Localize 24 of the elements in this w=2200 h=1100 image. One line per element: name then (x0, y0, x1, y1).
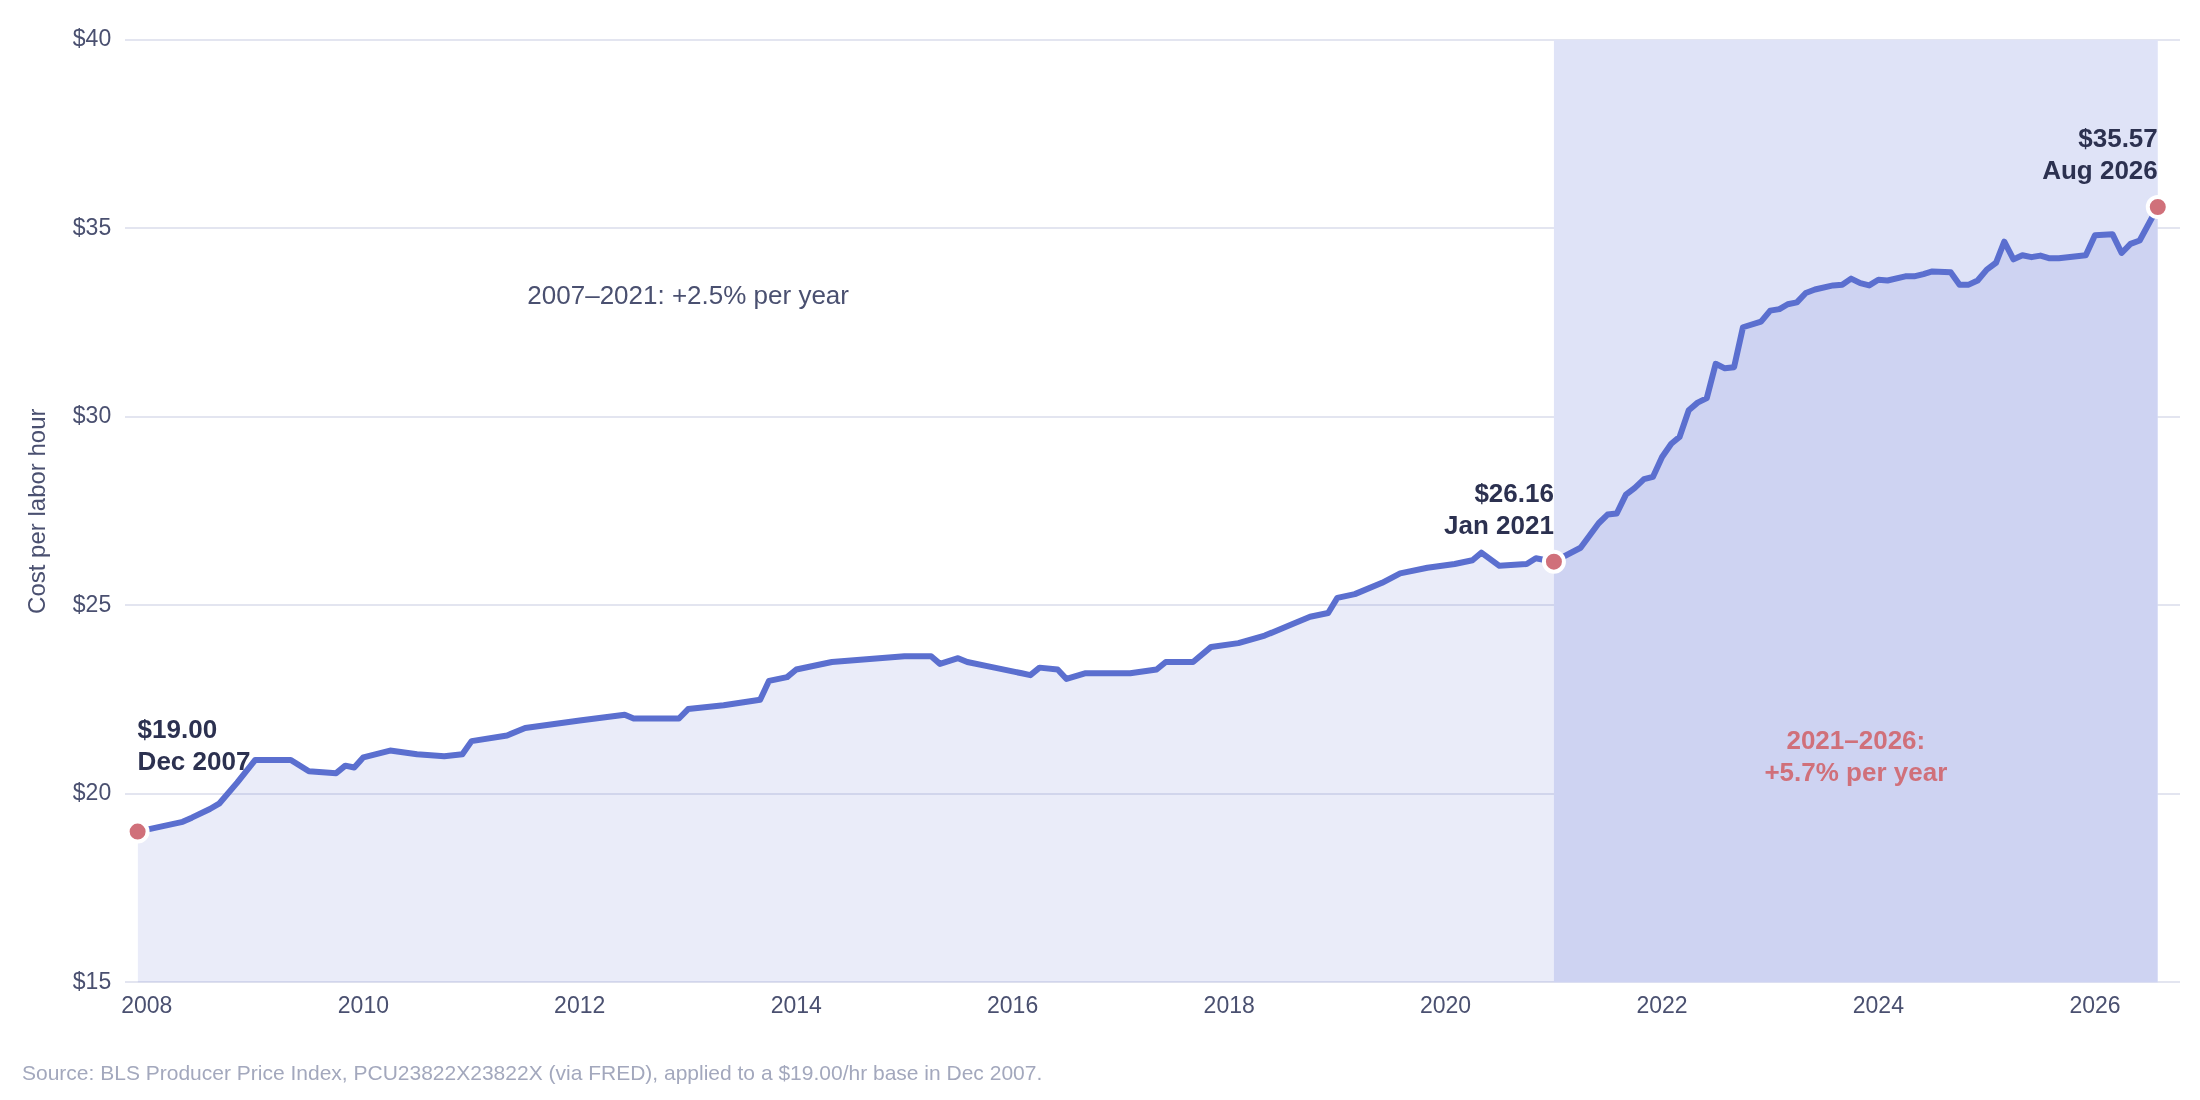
y-tick-label: $35 (72, 213, 112, 240)
y-tick-label: $40 (72, 25, 112, 52)
annotation: $19.00 Dec 2007 (137, 713, 251, 776)
annotation: $35.57 Aug 2026 (2042, 122, 2158, 185)
source-note: Source: BLS Producer Price Index, PCU23822X23822X (via FRED), applied to a $19.00/hr base in Dec 2007. (22, 1061, 1043, 1084)
x-tick-label: 2024 (1852, 991, 1905, 1018)
x-tick-label: 2020 (1419, 991, 1472, 1018)
y-tick-label: $15 (72, 967, 112, 994)
x-tick-label: 2016 (987, 991, 1039, 1018)
y-tick-label: $25 (72, 590, 112, 617)
y-axis-title: Cost per labor hour (23, 408, 51, 614)
x-tick-label: 2010 (337, 991, 389, 1018)
x-tick-label: 2008 (121, 991, 173, 1018)
annotation: $26.16 Jan 2021 (1444, 477, 1554, 540)
y-tick-label: $20 (72, 779, 112, 806)
x-tick-label: 2012 (554, 991, 606, 1018)
point (1541, 549, 1566, 574)
x-tick-label: 2014 (770, 991, 823, 1018)
annotation: 2007–2021: +2.5% per year (527, 279, 850, 310)
annotation: 2021–2026: +5.7% per year (1764, 724, 1948, 787)
x-tick-label: 2018 (1203, 991, 1255, 1018)
x-tick-label: 2022 (1636, 991, 1688, 1018)
x-tick-label: 2026 (2069, 991, 2121, 1018)
y-tick-label: $30 (72, 402, 112, 429)
